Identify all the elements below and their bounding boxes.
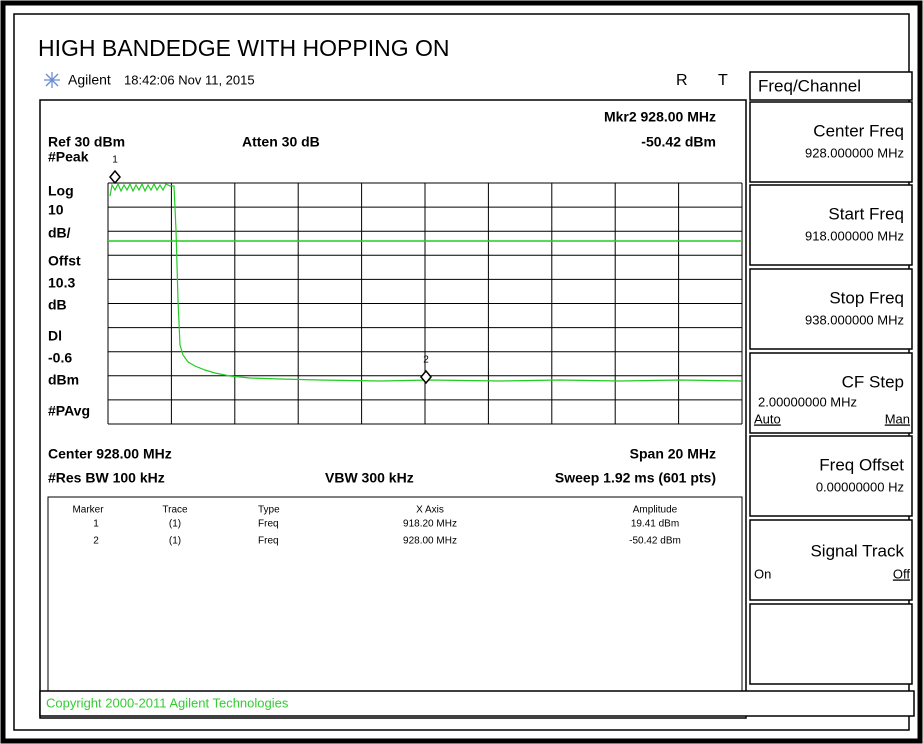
screen-frame	[39, 99, 747, 719]
softkey-label: Freq Offset	[819, 455, 904, 474]
brand: Agilent	[68, 72, 111, 88]
table-cell: 19.41 dBm	[631, 519, 679, 530]
softkey-label: Signal Track	[810, 541, 904, 560]
table-cell: -50.42 dBm	[629, 536, 681, 547]
flag-t: T	[718, 72, 728, 89]
softkey[interactable]	[749, 435, 913, 517]
side-label: Log	[48, 183, 74, 199]
attenuation: Atten 30 dB	[242, 134, 320, 150]
side-label: -0.6	[48, 350, 72, 366]
column-header: Trace	[162, 505, 188, 516]
table-cell: 928.00 MHz	[403, 536, 457, 547]
side-label: dBm	[48, 372, 79, 388]
marker-2-id: 2	[423, 355, 429, 366]
softkey-value: 2.00000000 MHz	[758, 394, 857, 409]
softkey-label: CF Step	[842, 372, 904, 391]
softkey[interactable]	[749, 101, 913, 183]
side-label: 10.3	[48, 275, 75, 291]
side-label: dB	[48, 297, 67, 313]
copyright-bar	[39, 690, 915, 717]
ref-level: Ref 30 dBm	[48, 134, 125, 150]
marker-1-id: 1	[112, 155, 118, 166]
marker-1	[109, 169, 121, 185]
trace	[109, 182, 743, 382]
softkey-value: 0.00000000 Hz	[816, 479, 904, 494]
marker-table-text: Marker Trace Type X Axis Amplitude 1 (1) Freq 91…	[72, 505, 680, 547]
softkey-option: Auto	[754, 411, 781, 426]
table-cell: Freq	[258, 519, 279, 530]
softkey-option: Man	[885, 411, 910, 426]
side-label: dB/	[48, 225, 71, 241]
side-label: #PAvg	[48, 403, 90, 419]
marker-freq: Mkr2 928.00 MHz	[604, 109, 716, 125]
title: HIGH BANDEDGE WITH HOPPING ON	[38, 35, 449, 61]
softkey[interactable]	[749, 184, 913, 266]
softkey-label: Stop Freq	[829, 288, 904, 307]
softkey	[749, 603, 913, 685]
flag-r: R	[676, 72, 688, 89]
marker-amplitude: -50.42 dBm	[641, 134, 716, 150]
column-header: Type	[258, 505, 280, 516]
column-header: Amplitude	[633, 505, 678, 516]
softkey-value: 918.000000 MHz	[805, 228, 904, 243]
table-cell: Freq	[258, 536, 279, 547]
softkey-label: Center Freq	[813, 121, 904, 140]
menu-title-box	[749, 71, 913, 101]
softkey-option: Off	[893, 566, 910, 581]
side-label: 10	[48, 202, 64, 218]
softkey[interactable]	[749, 268, 913, 350]
table-cell: (1)	[169, 536, 181, 547]
table-cell: (1)	[169, 519, 181, 530]
menu-title: Freq/Channel	[758, 76, 861, 95]
marker-2	[420, 369, 432, 385]
column-header: X Axis	[416, 505, 444, 516]
sweep: Sweep 1.92 ms (601 pts)	[555, 470, 716, 486]
span: Span 20 MHz	[630, 446, 716, 462]
center: Center 928.00 MHz	[48, 446, 172, 462]
side-label: #Peak	[48, 149, 89, 165]
logo	[44, 72, 60, 88]
softkey[interactable]	[749, 352, 913, 434]
res-bw: #Res BW 100 kHz	[48, 470, 165, 486]
softkey-value: 928.000000 MHz	[805, 145, 904, 160]
table-cell: 2	[93, 536, 99, 547]
graticule	[107, 182, 743, 425]
timestamp: 18:42:06 Nov 11, 2015	[124, 72, 255, 87]
softkey-value: 938.000000 MHz	[805, 312, 904, 327]
vbw: VBW 300 kHz	[325, 470, 414, 486]
column-header: Marker	[72, 505, 104, 516]
table-cell: 1	[93, 519, 99, 530]
side-label: Dl	[48, 328, 62, 344]
softkey-option: On	[754, 566, 771, 581]
side-label: Offst	[48, 253, 81, 269]
softkey-label: Start Freq	[828, 204, 904, 223]
table-cell: 918.20 MHz	[403, 519, 457, 530]
softkey[interactable]	[749, 519, 913, 601]
softkeys: Center Freq 928.000000 MHz Start Freq 918.0…	[749, 101, 913, 685]
copyright: Copyright 2000-2011 Agilent Technologies	[46, 695, 289, 710]
